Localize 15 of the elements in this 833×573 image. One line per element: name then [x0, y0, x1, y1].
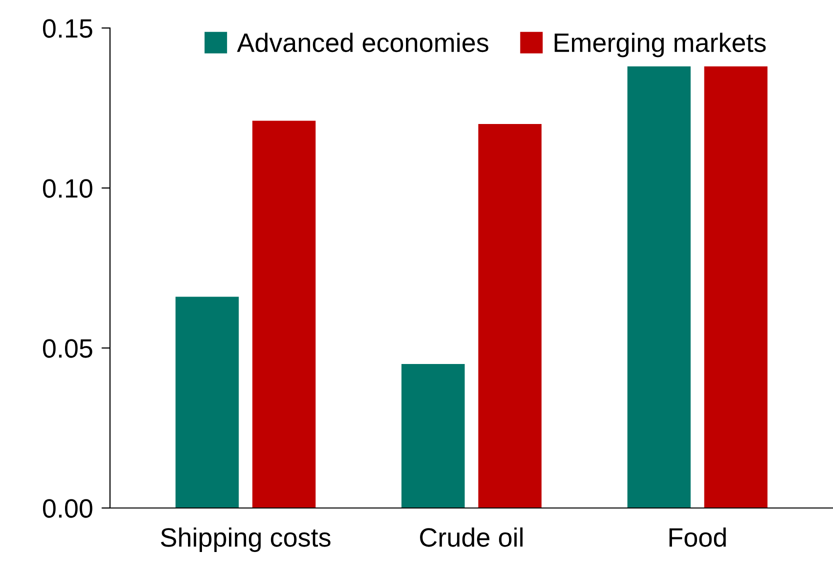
- legend-label: Advanced economies: [236, 32, 488, 52]
- y-tick-label: 0.05: [43, 339, 92, 358]
- y-tick-label: 0.10: [43, 179, 92, 198]
- bar: [704, 66, 768, 508]
- bar: [478, 124, 542, 508]
- bar: [176, 296, 239, 508]
- bar: [252, 120, 316, 508]
- y-tick-label: 0.00: [43, 499, 92, 518]
- x-tick-label: Crude oil: [420, 527, 523, 547]
- bar: [401, 364, 465, 508]
- y-tick-label: 0.15: [43, 19, 92, 38]
- x-tick-label: Shipping costs: [160, 527, 330, 552]
- x-tick-label: Food: [670, 527, 726, 547]
- bar: [627, 66, 691, 508]
- legend-label: Emerging markets: [554, 32, 766, 58]
